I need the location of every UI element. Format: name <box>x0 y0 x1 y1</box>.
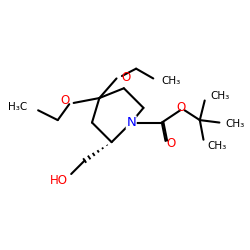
Text: CH₃: CH₃ <box>211 90 230 101</box>
Text: H₃C: H₃C <box>8 102 27 112</box>
Text: O: O <box>121 71 130 84</box>
Text: O: O <box>60 94 69 108</box>
Text: CH₃: CH₃ <box>162 76 181 86</box>
Text: HO: HO <box>50 174 68 187</box>
Text: O: O <box>166 137 175 150</box>
Text: N: N <box>126 116 136 129</box>
Text: CH₃: CH₃ <box>226 119 245 129</box>
Text: CH₃: CH₃ <box>207 141 227 151</box>
Text: O: O <box>177 101 186 114</box>
